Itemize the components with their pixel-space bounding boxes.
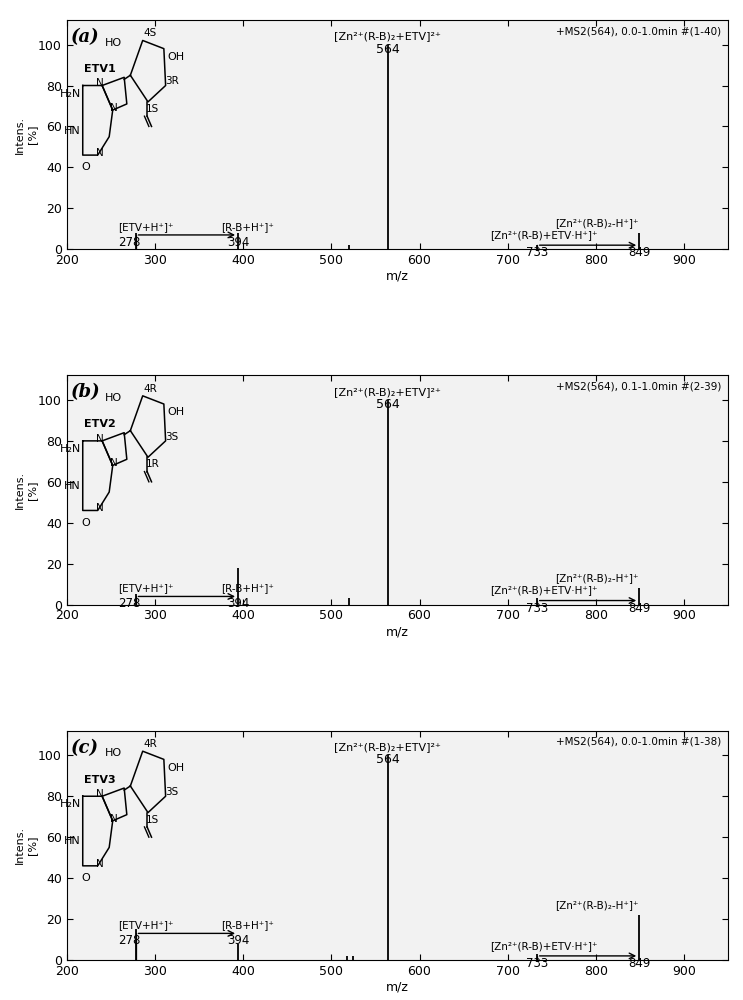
Text: [Zn²⁺(R-B)₂+ETV]²⁺: [Zn²⁺(R-B)₂+ETV]²⁺: [334, 31, 441, 41]
Text: +MS2(564), 0.1-1.0min #(2-39): +MS2(564), 0.1-1.0min #(2-39): [556, 382, 721, 392]
Text: 4R: 4R: [143, 739, 158, 749]
Text: ETV1: ETV1: [84, 64, 115, 74]
Text: O: O: [81, 518, 90, 528]
Text: OH: OH: [167, 52, 184, 62]
Text: HO: HO: [106, 393, 123, 403]
Text: [ETV+H⁺]⁺: [ETV+H⁺]⁺: [118, 222, 174, 232]
Text: N: N: [110, 103, 117, 113]
Text: HO: HO: [106, 748, 123, 758]
Text: N: N: [97, 789, 104, 799]
Text: 278: 278: [118, 934, 140, 947]
Text: H₂N: H₂N: [59, 444, 81, 454]
Text: [R-B+H⁺]⁺: [R-B+H⁺]⁺: [221, 222, 274, 232]
Text: ETV3: ETV3: [84, 775, 115, 785]
Text: 4R: 4R: [143, 384, 158, 394]
X-axis label: m/z: m/z: [386, 270, 409, 283]
Text: 733: 733: [526, 957, 548, 970]
Text: 1S: 1S: [146, 815, 158, 825]
Text: 4S: 4S: [143, 28, 157, 38]
Text: HN: HN: [64, 836, 81, 846]
Text: H₂N: H₂N: [59, 89, 81, 99]
Text: HO: HO: [106, 38, 123, 48]
Text: 733: 733: [526, 246, 548, 259]
Text: [ETV+H⁺]⁺: [ETV+H⁺]⁺: [118, 583, 174, 593]
Text: HN: HN: [64, 126, 81, 136]
Text: [ETV+H⁺]⁺: [ETV+H⁺]⁺: [118, 920, 174, 930]
Text: H₂N: H₂N: [59, 799, 81, 809]
Text: [Zn²⁺(R-B)₂+ETV]²⁺: [Zn²⁺(R-B)₂+ETV]²⁺: [334, 742, 441, 752]
Text: 849: 849: [628, 602, 650, 615]
Text: N: N: [96, 503, 103, 513]
Text: N: N: [97, 78, 104, 88]
Text: 564: 564: [376, 43, 400, 56]
Text: 3R: 3R: [166, 76, 179, 86]
Text: [Zn²⁺(R-B)₂-H⁺]⁺: [Zn²⁺(R-B)₂-H⁺]⁺: [556, 900, 639, 910]
Text: [Zn²⁺(R-B)₂-H⁺]⁺: [Zn²⁺(R-B)₂-H⁺]⁺: [556, 573, 639, 583]
Text: O: O: [81, 873, 90, 883]
Text: [Zn²⁺(R-B)+ETV·H⁺]⁺: [Zn²⁺(R-B)+ETV·H⁺]⁺: [490, 230, 597, 240]
Text: O: O: [81, 162, 90, 172]
X-axis label: m/z: m/z: [386, 625, 409, 638]
Text: N: N: [97, 434, 104, 444]
Text: N: N: [110, 814, 117, 824]
Text: 3S: 3S: [166, 787, 179, 797]
Y-axis label: Intens.
[%]: Intens. [%]: [15, 826, 36, 864]
Y-axis label: Intens.
[%]: Intens. [%]: [15, 471, 36, 509]
Text: OH: OH: [167, 763, 184, 773]
Text: 849: 849: [628, 957, 650, 970]
Text: N: N: [96, 148, 103, 158]
Text: (a): (a): [71, 28, 100, 46]
Text: 564: 564: [376, 398, 400, 411]
Text: 394: 394: [227, 597, 249, 610]
Text: [R-B+H⁺]⁺: [R-B+H⁺]⁺: [221, 583, 274, 593]
Text: 278: 278: [118, 236, 140, 249]
Text: +MS2(564), 0.0-1.0min #(1-38): +MS2(564), 0.0-1.0min #(1-38): [556, 737, 721, 747]
Text: N: N: [110, 458, 117, 468]
Text: 733: 733: [526, 602, 548, 615]
Text: 564: 564: [376, 753, 400, 766]
Text: N: N: [96, 859, 103, 869]
Text: [Zn²⁺(R-B)+ETV·H⁺]⁺: [Zn²⁺(R-B)+ETV·H⁺]⁺: [490, 941, 597, 951]
Y-axis label: Intens.
[%]: Intens. [%]: [15, 116, 36, 154]
Text: 849: 849: [628, 246, 650, 259]
Text: (b): (b): [71, 384, 101, 402]
Text: 1R: 1R: [146, 459, 159, 469]
Text: 394: 394: [227, 934, 249, 947]
Text: [R-B+H⁺]⁺: [R-B+H⁺]⁺: [221, 920, 274, 930]
Text: [Zn²⁺(R-B)₂+ETV]²⁺: [Zn²⁺(R-B)₂+ETV]²⁺: [334, 387, 441, 397]
Text: [Zn²⁺(R-B)₂-H⁺]⁺: [Zn²⁺(R-B)₂-H⁺]⁺: [556, 218, 639, 228]
X-axis label: m/z: m/z: [386, 981, 409, 994]
Text: OH: OH: [167, 407, 184, 417]
Text: 278: 278: [118, 597, 140, 610]
Text: 3S: 3S: [166, 432, 179, 442]
Text: 1S: 1S: [146, 104, 158, 114]
Text: +MS2(564), 0.0-1.0min #(1-40): +MS2(564), 0.0-1.0min #(1-40): [556, 26, 721, 36]
Text: HN: HN: [64, 481, 81, 491]
Text: ETV2: ETV2: [84, 419, 115, 429]
Text: 394: 394: [227, 236, 249, 249]
Text: [Zn²⁺(R-B)+ETV·H⁺]⁺: [Zn²⁺(R-B)+ETV·H⁺]⁺: [490, 585, 597, 595]
Text: (c): (c): [71, 739, 100, 757]
